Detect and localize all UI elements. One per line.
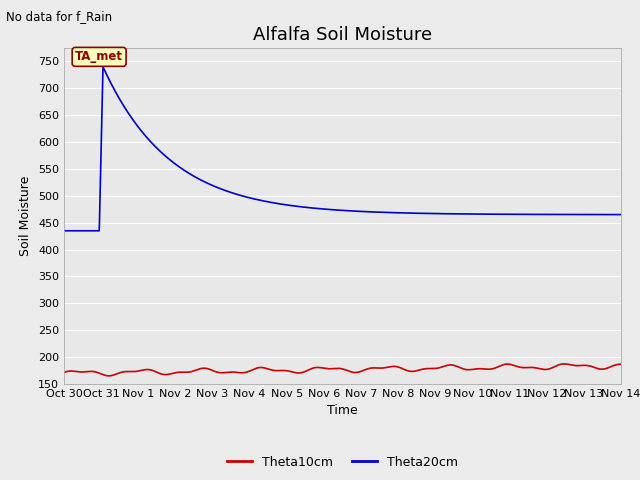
X-axis label: Time: Time bbox=[327, 405, 358, 418]
Text: TA_met: TA_met bbox=[75, 50, 123, 63]
Text: No data for f_Rain: No data for f_Rain bbox=[6, 10, 113, 23]
Legend: Theta10cm, Theta20cm: Theta10cm, Theta20cm bbox=[222, 451, 463, 474]
Y-axis label: Soil Moisture: Soil Moisture bbox=[19, 176, 33, 256]
Title: Alfalfa Soil Moisture: Alfalfa Soil Moisture bbox=[253, 25, 432, 44]
